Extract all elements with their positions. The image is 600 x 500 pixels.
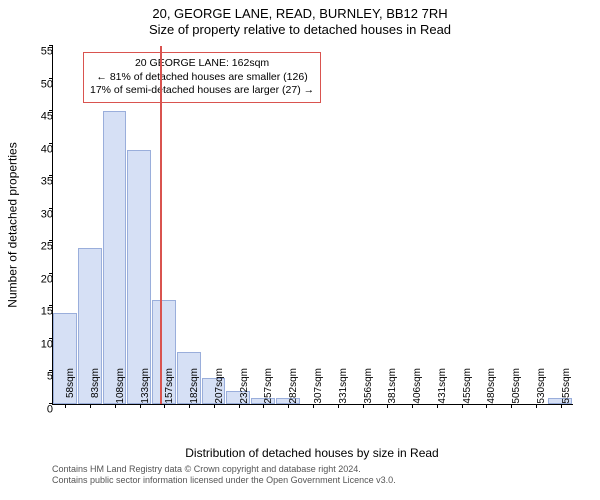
x-tick-mark — [462, 404, 463, 408]
x-tick-mark — [561, 404, 562, 408]
x-tick-mark — [412, 404, 413, 408]
chart-footer: Contains HM Land Registry data © Crown c… — [52, 464, 572, 487]
x-tick-mark — [437, 404, 438, 408]
footer-line2: Contains public sector information licen… — [52, 475, 572, 486]
x-axis-label: Distribution of detached houses by size … — [52, 446, 572, 460]
x-tick-label: 83sqm — [90, 368, 101, 408]
y-tick-label: 30 — [23, 209, 53, 220]
x-tick-label: 381sqm — [387, 368, 398, 408]
y-tick-label: 20 — [23, 274, 53, 285]
x-tick-label: 108sqm — [115, 368, 126, 408]
annotation-line1: 20 GEORGE LANE: 162sqm — [90, 57, 314, 71]
x-tick-label: 58sqm — [65, 368, 76, 408]
y-tick-mark — [49, 110, 53, 111]
x-tick-mark — [313, 404, 314, 408]
y-axis-label: Number of detached properties — [4, 46, 22, 404]
x-tick-mark — [387, 404, 388, 408]
x-tick-label: 307sqm — [313, 368, 324, 408]
chart-supertitle: 20, GEORGE LANE, READ, BURNLEY, BB12 7RH — [0, 6, 600, 21]
x-tick-mark — [536, 404, 537, 408]
x-tick-label: 182sqm — [189, 368, 200, 408]
y-tick-label: 40 — [23, 144, 53, 155]
x-tick-label: 555sqm — [561, 368, 572, 408]
reference-line — [160, 46, 162, 404]
x-tick-label: 331sqm — [338, 368, 349, 408]
y-tick-mark — [49, 78, 53, 79]
y-tick-label: 5 — [23, 372, 53, 383]
x-tick-mark — [164, 404, 165, 408]
x-tick-label: 505sqm — [511, 368, 522, 408]
y-tick-mark — [49, 273, 53, 274]
x-tick-mark — [214, 404, 215, 408]
y-tick-mark — [49, 240, 53, 241]
x-tick-mark — [140, 404, 141, 408]
x-tick-mark — [65, 404, 66, 408]
annotation-box: 20 GEORGE LANE: 162sqm ← 81% of detached… — [83, 52, 321, 103]
chart-plot-area: 20 GEORGE LANE: 162sqm ← 81% of detached… — [52, 46, 573, 405]
y-tick-mark — [49, 305, 53, 306]
chart-title: Size of property relative to detached ho… — [0, 22, 600, 37]
x-tick-mark — [338, 404, 339, 408]
x-tick-label: 257sqm — [263, 368, 274, 408]
x-tick-mark — [511, 404, 512, 408]
y-axis-label-text: Number of detached properties — [6, 142, 20, 307]
annotation-line3: 17% of semi-detached houses are larger (… — [90, 84, 314, 98]
y-tick-label: 35 — [23, 177, 53, 188]
y-tick-label: 50 — [23, 79, 53, 90]
x-tick-label: 530sqm — [536, 368, 547, 408]
x-tick-label: 431sqm — [437, 368, 448, 408]
y-tick-mark — [49, 143, 53, 144]
x-tick-mark — [288, 404, 289, 408]
x-tick-mark — [90, 404, 91, 408]
x-tick-mark — [486, 404, 487, 408]
x-tick-label: 282sqm — [288, 368, 299, 408]
histogram-bar — [127, 150, 151, 404]
x-tick-mark — [239, 404, 240, 408]
annotation-line2: ← 81% of detached houses are smaller (12… — [90, 71, 314, 85]
y-tick-label: 25 — [23, 242, 53, 253]
x-tick-label: 157sqm — [164, 368, 175, 408]
x-tick-mark — [189, 404, 190, 408]
x-tick-mark — [363, 404, 364, 408]
y-tick-label: 55 — [23, 47, 53, 58]
footer-line1: Contains HM Land Registry data © Crown c… — [52, 464, 572, 475]
x-tick-label: 406sqm — [412, 368, 423, 408]
x-tick-label: 356sqm — [363, 368, 374, 408]
histogram-bar — [103, 111, 127, 404]
y-tick-label: 15 — [23, 307, 53, 318]
x-tick-mark — [263, 404, 264, 408]
x-tick-label: 455sqm — [462, 368, 473, 408]
x-tick-label: 207sqm — [214, 368, 225, 408]
y-tick-mark — [49, 175, 53, 176]
y-tick-mark — [49, 45, 53, 46]
y-tick-label: 0 — [23, 405, 53, 416]
y-tick-mark — [49, 208, 53, 209]
x-tick-label: 133sqm — [140, 368, 151, 408]
x-tick-mark — [115, 404, 116, 408]
y-tick-label: 10 — [23, 339, 53, 350]
x-tick-label: 480sqm — [486, 368, 497, 408]
x-tick-label: 232sqm — [239, 368, 250, 408]
y-tick-label: 45 — [23, 112, 53, 123]
